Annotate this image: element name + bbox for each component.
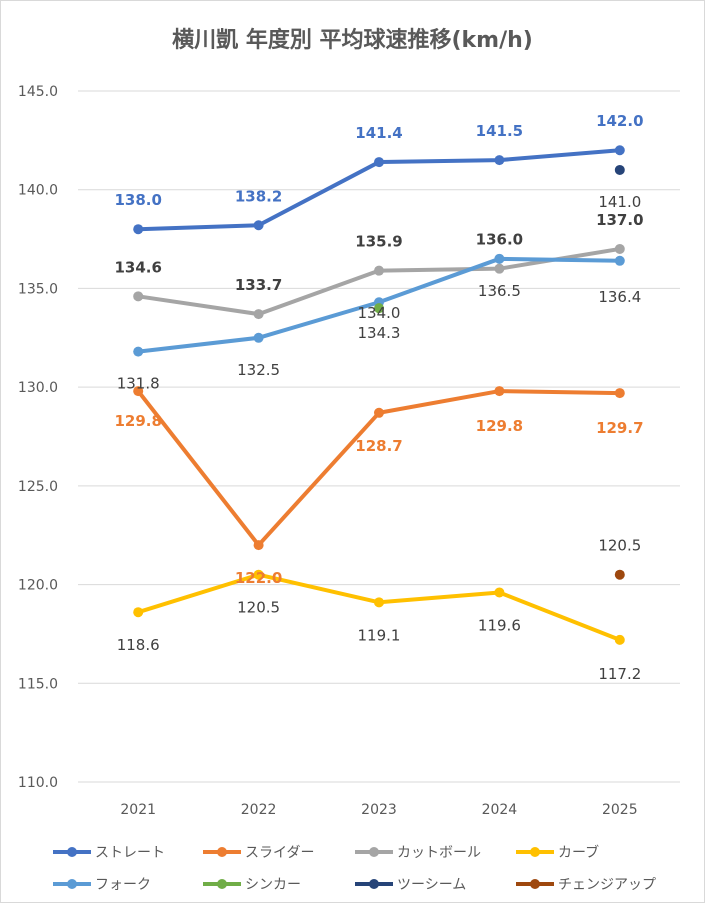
data-label: 117.2	[598, 665, 641, 683]
legend-label: ストレート	[95, 845, 165, 861]
legend-marker	[67, 847, 77, 857]
y-tick-label: 140.0	[18, 183, 58, 199]
data-label: 136.0	[476, 231, 523, 249]
data-point	[253, 332, 264, 343]
data-label: 142.0	[596, 112, 643, 130]
data-label: 137.0	[596, 211, 643, 229]
data-point	[253, 540, 264, 551]
data-label: 136.4	[598, 288, 641, 306]
data-point	[133, 291, 144, 302]
data-label: 120.5	[237, 599, 280, 617]
data-label: 134.6	[114, 258, 161, 276]
data-label: 136.5	[478, 282, 521, 300]
data-label: 135.9	[355, 233, 402, 251]
x-tick-label: 2023	[361, 802, 397, 818]
data-point	[374, 407, 384, 418]
data-label: 128.7	[355, 437, 402, 455]
data-label: 141.4	[355, 124, 402, 142]
data-label: 129.7	[596, 419, 643, 437]
legend-label: カットボール	[397, 845, 481, 861]
legend-label: ツーシーム	[397, 877, 466, 893]
data-label: 134.3	[358, 324, 401, 342]
legend-label: スライダー	[245, 845, 314, 861]
data-label: 122.0	[235, 569, 282, 587]
data-point	[253, 309, 264, 320]
x-tick-label: 2024	[482, 802, 518, 818]
data-point	[374, 157, 384, 168]
x-tick-label: 2021	[120, 802, 156, 818]
y-tick-label: 135.0	[18, 281, 58, 297]
y-tick-label: 130.0	[18, 380, 58, 396]
legend-label: チェンジアップ	[558, 877, 656, 893]
y-tick-label: 145.0	[18, 84, 58, 100]
data-label: 119.6	[478, 616, 521, 634]
data-point	[614, 145, 625, 156]
data-label: 141.5	[476, 122, 523, 140]
data-point	[253, 220, 264, 231]
data-point	[133, 224, 144, 235]
chart-title: 横川凱 年度別 平均球速推移(km/h)	[172, 28, 533, 53]
data-label: 120.5	[598, 537, 641, 555]
data-label: 132.5	[237, 361, 280, 379]
legend-label: フォーク	[95, 877, 151, 893]
legend-marker	[530, 847, 540, 857]
x-tick-label: 2022	[241, 802, 277, 818]
data-point	[374, 303, 384, 314]
data-point	[614, 243, 625, 254]
data-point	[614, 164, 625, 175]
legend-marker	[217, 847, 227, 857]
data-point	[494, 587, 505, 598]
y-tick-label: 120.0	[18, 578, 58, 594]
data-point	[374, 265, 384, 276]
legend-marker	[67, 879, 77, 889]
data-point	[494, 386, 505, 397]
data-label: 119.1	[358, 626, 401, 644]
data-label: 138.0	[114, 191, 161, 209]
data-label: 131.8	[117, 375, 160, 393]
legend-marker	[530, 879, 540, 889]
y-tick-label: 125.0	[18, 479, 58, 495]
data-label: 138.2	[235, 187, 282, 205]
data-point	[614, 569, 625, 580]
data-point	[614, 255, 625, 266]
data-point	[133, 607, 144, 618]
legend-label: カーブ	[558, 844, 599, 861]
y-tick-label: 110.0	[18, 775, 58, 791]
legend-marker	[369, 847, 379, 857]
data-label: 129.8	[476, 417, 523, 435]
legend-marker	[217, 879, 227, 889]
data-label: 129.8	[114, 412, 161, 430]
data-point	[494, 263, 505, 274]
data-point	[133, 386, 144, 397]
data-point	[614, 388, 625, 399]
data-label: 118.6	[117, 636, 160, 654]
legend-label: シンカー	[245, 877, 301, 893]
legend-marker	[369, 879, 379, 889]
data-label: 133.7	[235, 276, 282, 294]
data-point	[494, 155, 505, 166]
y-tick-label: 115.0	[18, 676, 58, 692]
data-label: 134.0	[358, 304, 401, 322]
data-point	[614, 634, 625, 645]
x-tick-label: 2025	[602, 802, 638, 818]
data-point	[253, 569, 264, 580]
data-point	[494, 253, 505, 264]
data-point	[133, 346, 144, 357]
data-point	[374, 597, 384, 608]
data-label: 141.0	[598, 193, 641, 211]
